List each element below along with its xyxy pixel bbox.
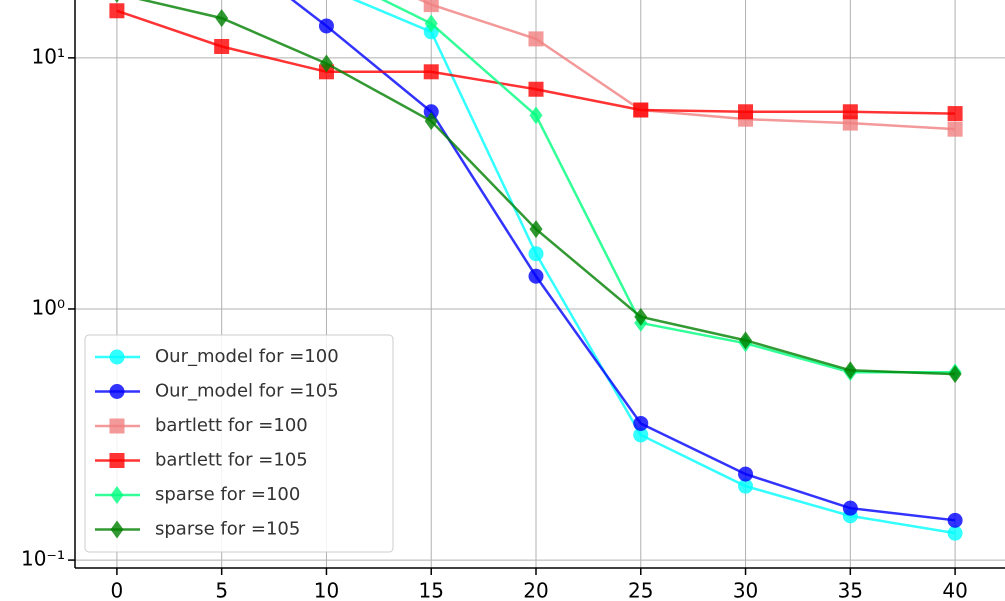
- marker: [214, 38, 230, 54]
- marker: [114, 0, 119, 3]
- marker: [738, 104, 754, 120]
- series-line: [290, 0, 956, 522]
- marker: [947, 121, 963, 137]
- marker: [842, 115, 858, 131]
- plot-area: [109, 0, 963, 541]
- marker: [528, 31, 544, 47]
- x-tick-label: 0: [111, 579, 124, 601]
- marker: [528, 81, 544, 97]
- marker: [634, 307, 648, 326]
- marker: [843, 361, 857, 380]
- marker: [424, 14, 438, 33]
- x-tick-label: 30: [733, 579, 758, 601]
- marker: [948, 365, 962, 384]
- marker: [633, 415, 649, 431]
- marker: [738, 478, 754, 494]
- y-tick-label: 10⁰: [32, 295, 65, 319]
- marker: [423, 104, 439, 120]
- legend-label: bartlett for =100: [155, 415, 308, 436]
- x-tick-label: 15: [419, 579, 444, 601]
- x-tick-label: 5: [215, 579, 228, 601]
- marker: [633, 102, 649, 118]
- marker: [319, 54, 333, 73]
- marker: [947, 525, 963, 541]
- marker: [842, 104, 858, 120]
- marker: [109, 418, 125, 434]
- marker: [947, 106, 963, 122]
- marker: [215, 9, 229, 28]
- x-tick-label: 35: [838, 579, 863, 601]
- legend-label: sparse for =105: [155, 519, 300, 540]
- marker: [947, 512, 963, 528]
- marker: [109, 384, 125, 399]
- marker: [423, 0, 439, 13]
- marker: [529, 106, 543, 125]
- y-tick-label: 10⁻¹: [21, 547, 65, 571]
- x-tick-label: 40: [942, 579, 967, 601]
- x-tick-label: 25: [628, 579, 653, 601]
- marker: [738, 466, 754, 482]
- legend: Our_model for =100 Our_model for =105 bart…: [84, 334, 394, 553]
- marker: [109, 349, 125, 365]
- y-tick-label: 10¹: [32, 44, 65, 68]
- marker: [528, 246, 544, 262]
- legend-label: sparse for =100: [155, 484, 300, 505]
- marker: [423, 64, 439, 80]
- marker: [109, 453, 125, 468]
- legend-label: Our_model for =100: [155, 346, 339, 367]
- grid: [75, 0, 1005, 568]
- marker: [739, 331, 753, 350]
- marker: [633, 427, 649, 443]
- marker: [318, 18, 334, 34]
- marker: [528, 268, 544, 284]
- marker: [529, 220, 543, 239]
- marker: [110, 520, 124, 539]
- marker: [110, 486, 124, 504]
- ticks: 0 5 10 15 20 25 30 35 40 10⁻¹ 10⁰ 10¹: [21, 44, 968, 601]
- legend-label: bartlett for =105: [155, 450, 308, 471]
- marker: [424, 112, 438, 131]
- x-tick-label: 20: [523, 579, 548, 601]
- x-tick-label: 10: [314, 579, 339, 601]
- marker: [842, 500, 858, 516]
- legend-label: Our_model for =105: [155, 381, 339, 402]
- marker: [109, 3, 125, 19]
- legend-box: [84, 334, 394, 553]
